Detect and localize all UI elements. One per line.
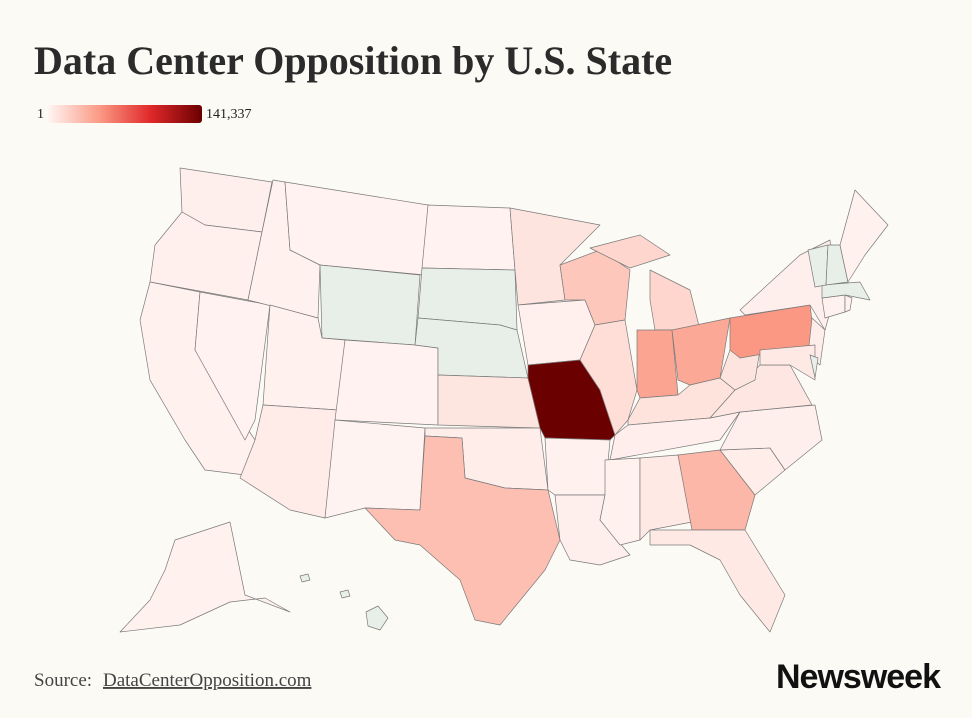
states: [119, 167, 889, 633]
state: [821, 281, 871, 301]
state: [636, 329, 679, 399]
state: [839, 189, 889, 283]
legend: 1 141,337: [37, 105, 252, 123]
state: [677, 449, 756, 531]
state: [821, 294, 846, 319]
state: [719, 349, 761, 391]
state: [319, 264, 421, 346]
state: [759, 344, 816, 381]
state: [119, 521, 291, 633]
brand-logo: Newsweek: [776, 658, 941, 696]
source-link[interactable]: DataCenterOpposition.com: [103, 670, 312, 691]
state: [719, 404, 823, 471]
state: [324, 419, 426, 519]
state: [364, 435, 561, 626]
state: [649, 529, 786, 633]
state: [421, 204, 516, 271]
source-label: Source:: [34, 670, 92, 691]
state: [579, 319, 638, 436]
state: [844, 294, 853, 313]
state: [239, 404, 339, 519]
state: [437, 374, 541, 429]
chart-title: Data Center Opposition by U.S. State: [34, 38, 672, 83]
state: [809, 354, 819, 379]
state: [299, 573, 389, 631]
colorbar-tick-label: 141,337: [206, 107, 252, 122]
colorbar-tick-label: 1: [37, 107, 44, 122]
state: [334, 339, 439, 426]
state: [639, 454, 693, 541]
colorbar: [48, 105, 202, 123]
state: [544, 437, 611, 496]
